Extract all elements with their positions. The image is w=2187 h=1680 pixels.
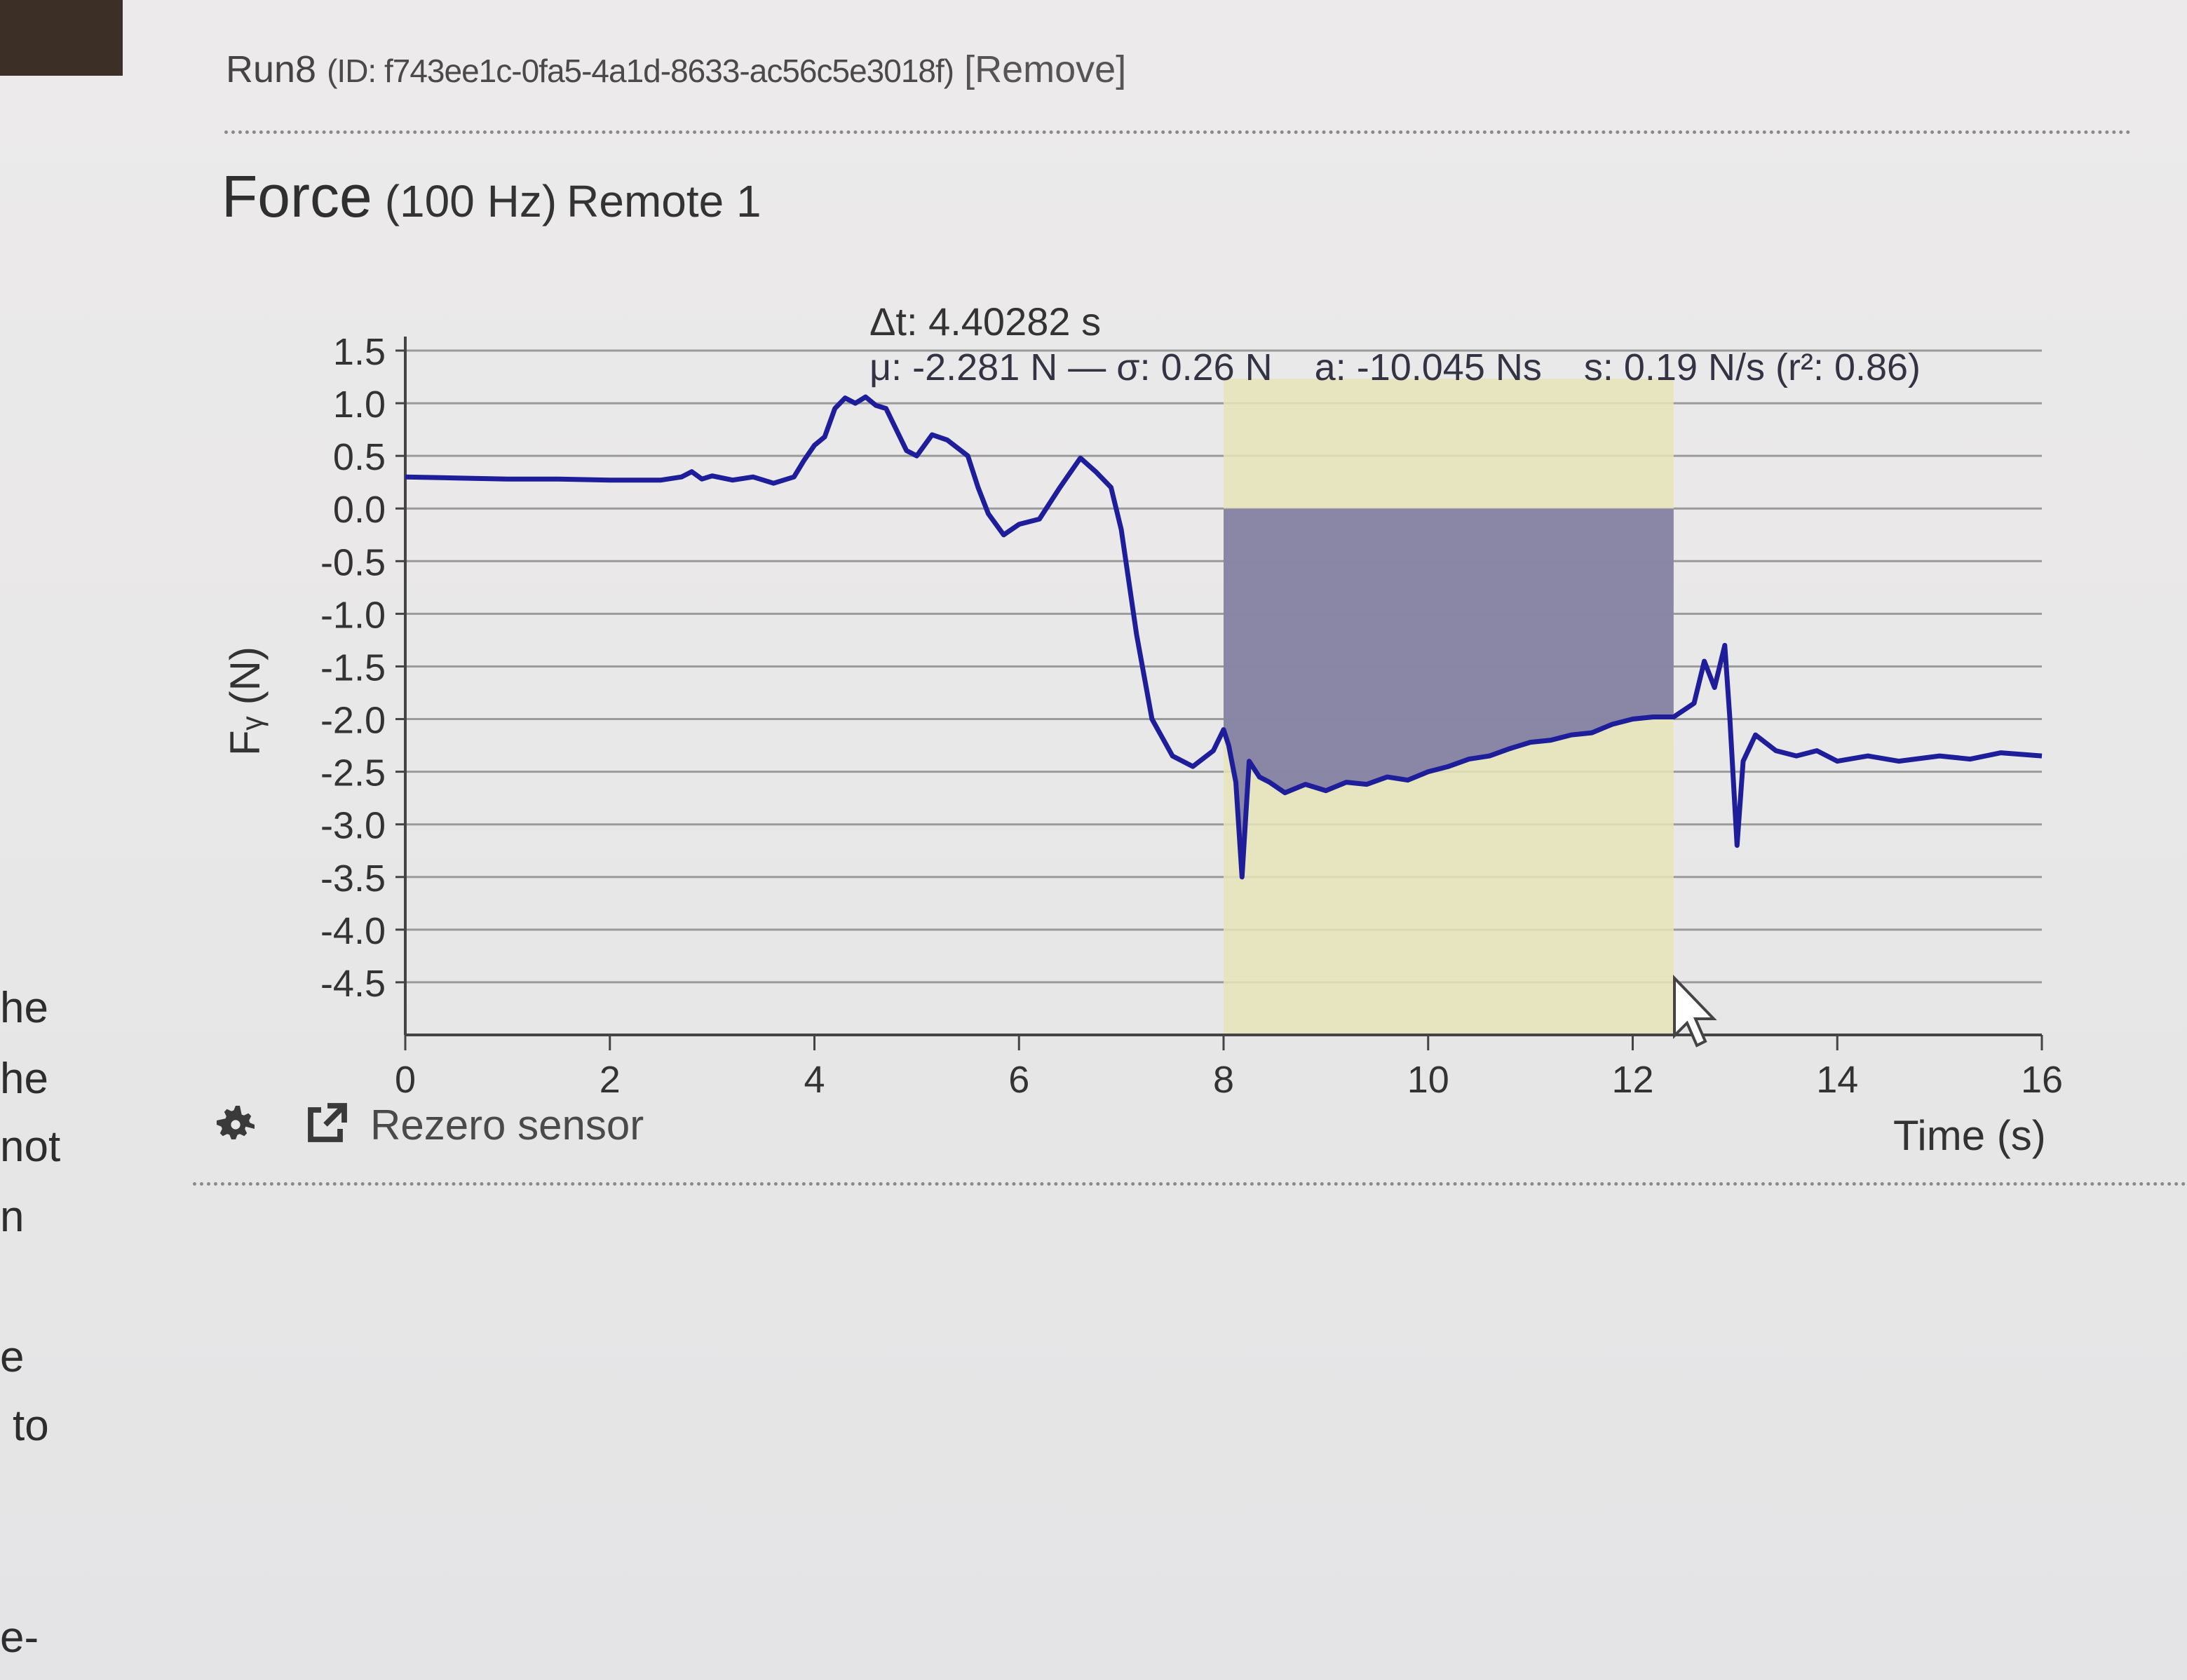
left-edge-text: not	[0, 1123, 61, 1171]
sample-rate: (100 Hz)	[384, 176, 557, 226]
cursor-icon	[1673, 975, 1717, 1048]
x-tick-label: 0	[395, 1059, 416, 1101]
left-edge-text: to	[13, 1402, 49, 1450]
x-tick-label: 8	[1213, 1059, 1234, 1101]
x-tick-label: 14	[1816, 1059, 1858, 1101]
y-axis-label: Fᵧ (N)	[222, 646, 269, 756]
sensor-source: Remote 1	[567, 176, 761, 226]
left-edge-text: he	[0, 1055, 48, 1103]
sensor-name: Force	[222, 163, 372, 229]
run-header: Run8 (ID: f743ee1c-0fa5-4a1d-8633-ac56c5…	[226, 48, 1126, 91]
panel-title: Force (100 Hz) Remote 1	[222, 163, 761, 231]
external-link-icon[interactable]	[300, 1099, 351, 1150]
rezero-sensor-link[interactable]: Rezero sensor	[370, 1101, 644, 1149]
y-tick-label: -1.0	[320, 594, 386, 636]
y-tick-label: -3.5	[320, 858, 386, 900]
left-edge-text: e	[0, 1333, 25, 1381]
remove-run-link[interactable]: [Remove]	[964, 48, 1127, 90]
y-tick-label: 1.5	[333, 331, 386, 373]
x-axis-label: Time (s)	[1893, 1112, 2046, 1159]
run-name: Run8	[226, 48, 317, 90]
y-tick-label: -4.5	[320, 963, 386, 1005]
left-edge-text: he	[0, 984, 48, 1032]
y-tick-label: 0.0	[333, 489, 386, 531]
x-tick-label: 6	[1008, 1059, 1029, 1101]
x-axis: 0 2 4 6 8 10 12 14 16	[395, 1034, 2063, 1101]
y-tick-label: -0.5	[320, 541, 386, 583]
y-axis: 1.5 1.0 0.5 0.0 -0.5 -1.0 -1.5 -2.0 -2.5 -3.0 -3.5…	[320, 331, 407, 1035]
left-edge-text: n	[0, 1193, 25, 1241]
y-tick-label: -4.0	[320, 910, 386, 952]
x-tick-label: 4	[804, 1059, 825, 1101]
force-series-line	[405, 394, 2043, 880]
x-tick-label: 2	[600, 1059, 621, 1101]
run-id: (ID: f743ee1c-0fa5-4a1d-8633-ac56c5e3018…	[327, 53, 954, 89]
selection-stats: μ: -2.281 N — σ: 0.26 N a: -10.045 Ns s:…	[869, 346, 1921, 388]
y-tick-label: -1.5	[320, 646, 386, 689]
header-divider	[224, 130, 2132, 134]
gear-icon[interactable]	[210, 1099, 261, 1150]
background-window-edge	[0, 0, 123, 76]
x-tick-label: 12	[1611, 1059, 1653, 1101]
y-tick-label: 1.0	[333, 384, 386, 426]
delta-t-readout: Δt: 4.40282 s	[869, 299, 1101, 344]
chart-footer: Rezero sensor	[210, 1099, 644, 1150]
left-edge-text: e-	[0, 1613, 39, 1662]
y-tick-label: 0.5	[333, 436, 386, 478]
y-tick-label: -3.0	[320, 805, 386, 847]
footer-divider	[193, 1182, 2187, 1186]
y-tick-label: -2.5	[320, 752, 386, 794]
x-tick-label: 10	[1407, 1059, 1449, 1101]
y-tick-label: -2.0	[320, 700, 386, 742]
x-tick-label: 16	[2021, 1059, 2063, 1101]
